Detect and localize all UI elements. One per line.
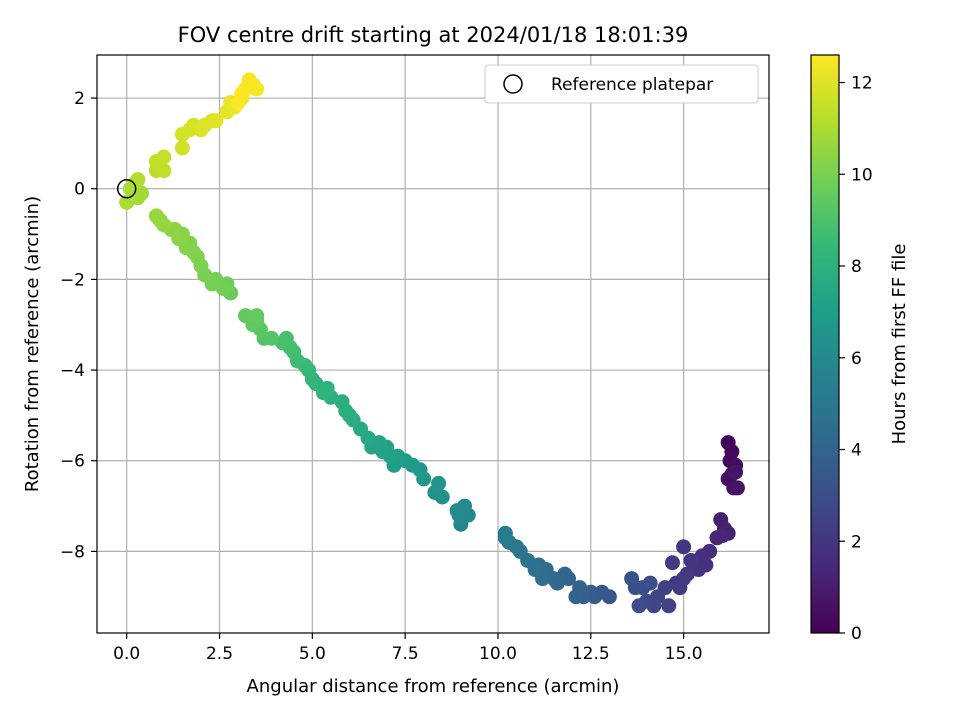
data-point	[683, 552, 699, 568]
data-point	[249, 308, 265, 324]
y-tick-label: −8	[60, 542, 85, 562]
colorbar-tick-label: 10	[851, 165, 873, 185]
x-axis-label: Angular distance from reference (arcmin)	[247, 676, 620, 697]
x-tick-label: 7.5	[392, 644, 419, 664]
data-point	[672, 580, 688, 596]
legend-marker	[503, 74, 523, 94]
data-point	[130, 172, 146, 188]
x-tick-label: 2.5	[206, 644, 233, 664]
x-tick-label: 12.5	[572, 644, 610, 664]
data-point	[148, 208, 164, 224]
y-tick-label: 2	[74, 89, 85, 109]
x-tick-label: 5.0	[299, 644, 326, 664]
legend: Reference platepar	[484, 64, 759, 104]
y-tick-label: −6	[60, 452, 85, 472]
data-point	[431, 475, 447, 491]
data-point	[234, 86, 250, 102]
data-point	[642, 575, 658, 591]
data-point	[715, 528, 731, 544]
data-point	[449, 503, 465, 519]
plot-frame	[96, 54, 770, 634]
data-point	[728, 464, 744, 480]
y-axis-label: Rotation from reference (arcmin)	[22, 196, 43, 492]
data-point	[241, 72, 257, 88]
x-tick-label: 0.0	[113, 644, 140, 664]
legend-box	[484, 64, 759, 104]
colorbar-tick-label: 12	[851, 74, 873, 94]
colorbar-label: Hours from first FF file	[889, 244, 910, 445]
colorbar-tick-label: 4	[851, 441, 862, 461]
data-point	[156, 149, 172, 165]
y-tick-label: −4	[60, 361, 85, 381]
y-tick-label: −2	[60, 270, 85, 290]
data-point	[664, 555, 680, 571]
colorbar	[810, 54, 840, 634]
data-point	[497, 530, 513, 546]
data-point	[624, 571, 640, 587]
chart-title: FOV centre drift starting at 2024/01/18 …	[178, 23, 689, 47]
reference-marker	[116, 178, 137, 199]
colorbar-tick-label: 8	[851, 257, 862, 277]
data-point	[676, 539, 692, 555]
colorbar-tick-label: 0	[851, 624, 862, 644]
legend-label: Reference platepar	[551, 75, 713, 95]
x-tick-label: 10.0	[479, 644, 517, 664]
data-point	[208, 113, 224, 129]
x-tick-label: 15.0	[665, 644, 703, 664]
colorbar-tick-label: 6	[851, 349, 862, 369]
data-point	[729, 480, 745, 496]
data-point	[631, 598, 647, 614]
colorbar-tick-label: 2	[851, 532, 862, 552]
data-point	[174, 140, 190, 156]
data-point	[119, 194, 135, 210]
y-tick-label: 0	[74, 180, 85, 200]
data-point	[238, 308, 254, 324]
data-point	[572, 580, 588, 596]
data-point	[661, 598, 677, 614]
